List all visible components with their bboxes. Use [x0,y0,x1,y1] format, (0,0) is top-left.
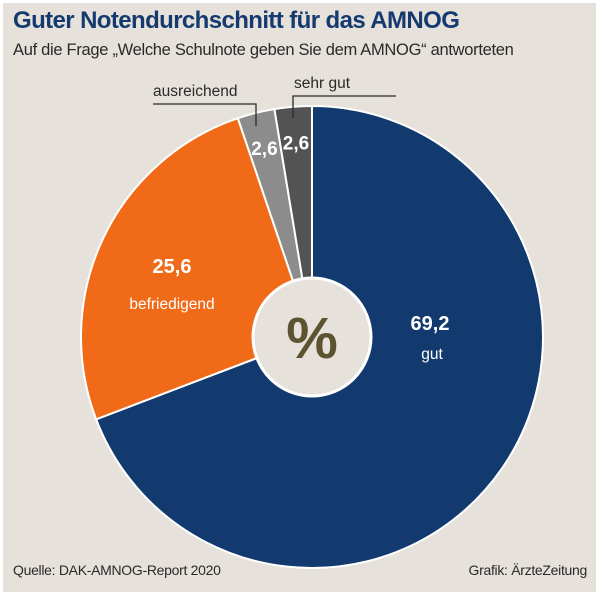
slice-value-befriedigend: 25,6 [153,256,192,278]
pie-rim [80,105,544,569]
slice-value-gut: 69,2 [411,313,450,335]
slice-label-gut: gut [421,346,443,363]
center-circle [251,276,373,398]
slice-label-sehr-gut: sehr gut [294,75,351,92]
slice-label-befriedigend: befriedigend [129,296,214,313]
credit-note: Grafik: ÄrzteZeitung [468,562,588,578]
percent-symbol: % [286,306,338,371]
chart-title: Guter Notendurchschnitt für das AMNOG [13,7,460,34]
leader-line-sehr-gut [292,95,396,118]
leader-line-ausreichend [153,103,257,126]
source-note: Quelle: DAK-AMNOG-Report 2020 [13,562,221,578]
slice-label-ausreichend: ausreichend [153,83,237,100]
slice-value-sehr-gut: 2,6 [283,134,309,155]
slice-value-ausreichend: 2,6 [251,139,277,160]
chart-subtitle: Auf die Frage „Welche Schulnote geben Si… [13,41,514,59]
